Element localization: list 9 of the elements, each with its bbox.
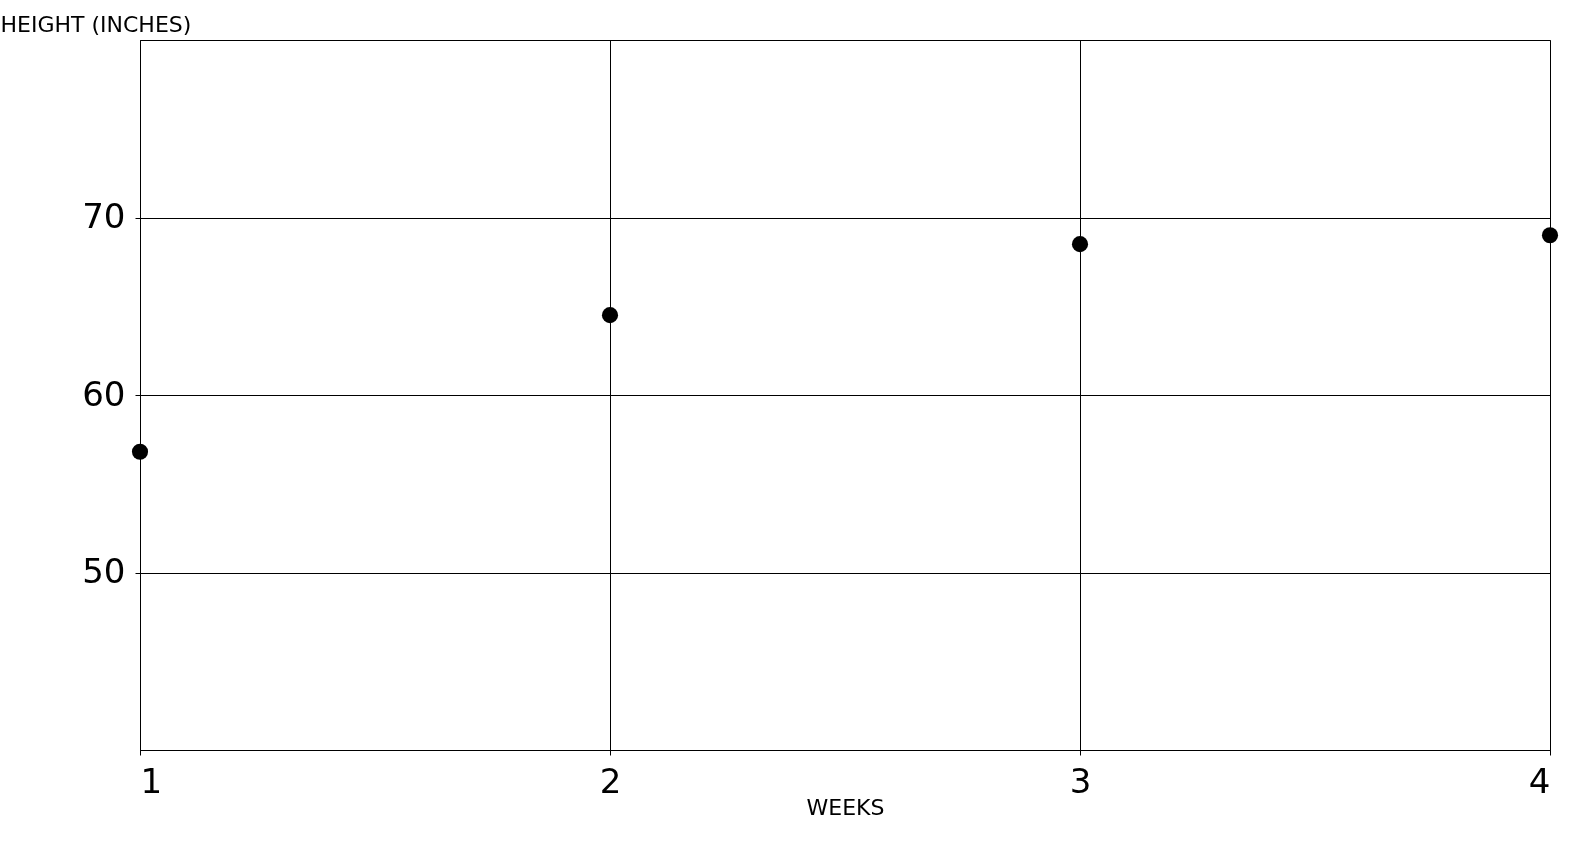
y-tick-label: 50 — [82, 551, 126, 591]
y-axis-title: HEIGHT (INCHES) — [0, 11, 192, 37]
x-tick-label: 4 — [1528, 760, 1551, 801]
x-tick-label: 2 — [599, 760, 622, 801]
x-tick-label: 1 — [140, 760, 163, 801]
x-tick-label: 3 — [1069, 760, 1092, 801]
x-axis-title: WEEKS — [806, 794, 885, 820]
y-tick-label: 60 — [82, 373, 126, 414]
y-tick-label: 70 — [82, 196, 126, 236]
